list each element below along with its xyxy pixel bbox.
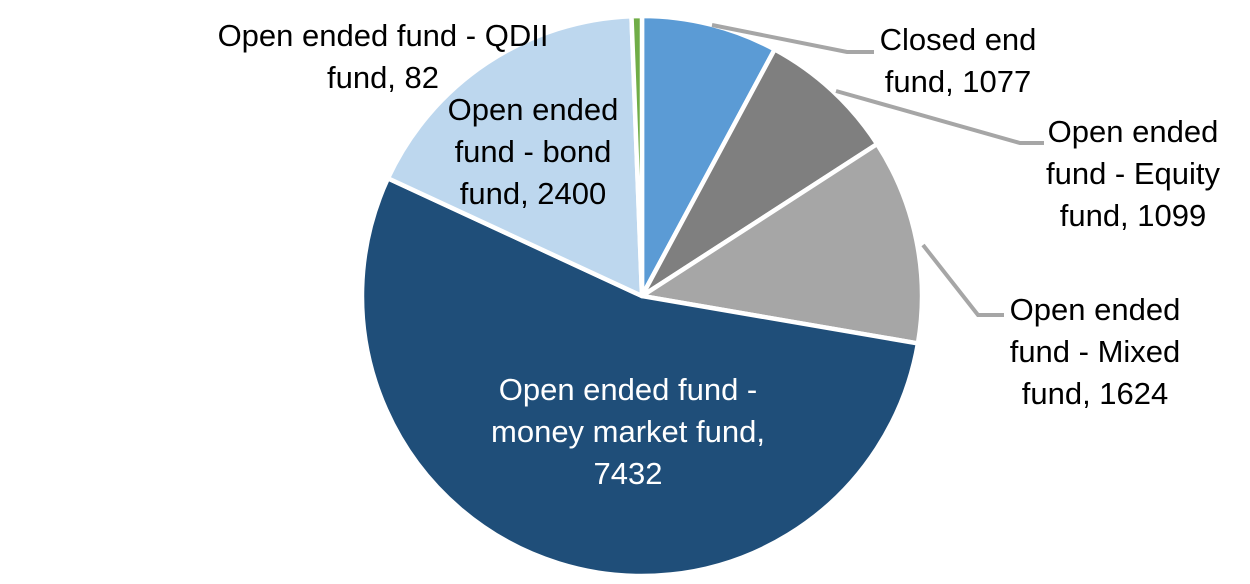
data-label-mixed-fund: Open ended fund - Mixed fund, 1624 [1009, 292, 1181, 411]
pie-slice-money-market-fund [359, 176, 921, 579]
data-label-money-market-fund: Open ended fund - money market fund, 7432 [491, 372, 765, 491]
pie-slice-closed-end-fund [639, 13, 777, 299]
pie-slice-qdii-fund [629, 13, 645, 299]
leader-lines [711, 23, 1044, 317]
data-label-bond-fund: Open ended fund - bond fund, 2400 [447, 92, 619, 211]
leader-line-mixed-fund [921, 243, 1004, 317]
data-label-equity-fund: Open ended fund - Equity fund, 1099 [1045, 114, 1221, 233]
leader-line-closed-end-fund [711, 23, 874, 54]
pie-slice-equity-fund [639, 47, 880, 299]
pie-slice-mixed-fund [639, 141, 925, 346]
data-label-closed-end-fund: Closed end fund, 1077 [879, 22, 1037, 99]
leader-line-equity-fund [835, 89, 1044, 145]
pie-slice-bond-fund [385, 13, 645, 299]
data-label-qdii-fund: Open ended fund - QDII fund, 82 [217, 18, 549, 95]
